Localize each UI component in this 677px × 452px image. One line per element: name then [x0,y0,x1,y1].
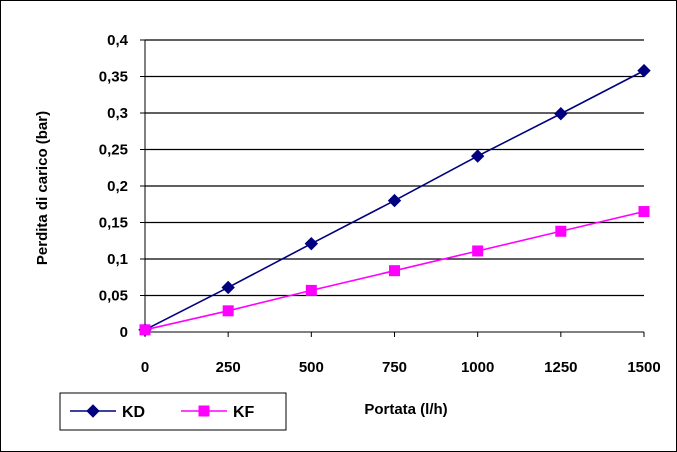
x-tick-labels: 0 250 500 750 1000 1250 1500 [141,359,661,376]
data-point-kf [555,225,567,237]
data-point-kd [637,63,651,78]
y-tick-label: 0,4 [107,32,129,49]
x-tick-label: 250 [216,359,241,376]
y-tick-label: 0,1 [107,251,128,268]
y-tick-label: 0,3 [107,105,128,122]
x-tick-label: 750 [382,359,407,376]
series-group [138,63,651,337]
y-tick-labels: 0 0,05 0,1 0,15 0,2 0,25 0,3 0,35 0,4 [99,32,129,341]
x-tick-label: 1000 [461,359,494,376]
data-point-kf [472,245,484,257]
data-point-kf [305,284,317,296]
y-tick-label: 0,2 [107,178,128,195]
legend-label-kf: KF [233,404,255,421]
x-tick-label: 500 [299,359,324,376]
y-axis-title: Perdita di carico (bar) [34,111,51,265]
legend-marker-kd [86,404,100,418]
legend-marker-kf [198,405,210,417]
data-point-kd [554,107,568,121]
x-axis-title: Portata (l/h) [364,401,447,418]
data-point-kd [387,193,402,208]
data-point-kf [638,206,650,218]
gridlines [145,39,644,297]
legend: KD KF [59,392,287,431]
x-tick-label: 1250 [544,359,577,376]
data-point-kf [389,265,400,277]
data-point-kf [222,305,234,317]
y-tick-label: 0 [120,324,128,341]
y-tick-label: 0,35 [99,69,128,86]
data-point-kd [304,236,319,251]
y-tick-label: 0,05 [99,288,128,305]
data-point-kd [470,149,485,163]
axes [140,39,645,337]
x-tick-label: 0 [141,359,149,376]
y-tick-label: 0,25 [99,142,128,159]
data-point-kf [139,324,151,336]
legend-label-kd: KD [122,404,145,421]
y-tick-label: 0,15 [99,215,128,232]
data-point-kd [221,280,235,295]
x-tick-label: 1500 [627,359,660,376]
